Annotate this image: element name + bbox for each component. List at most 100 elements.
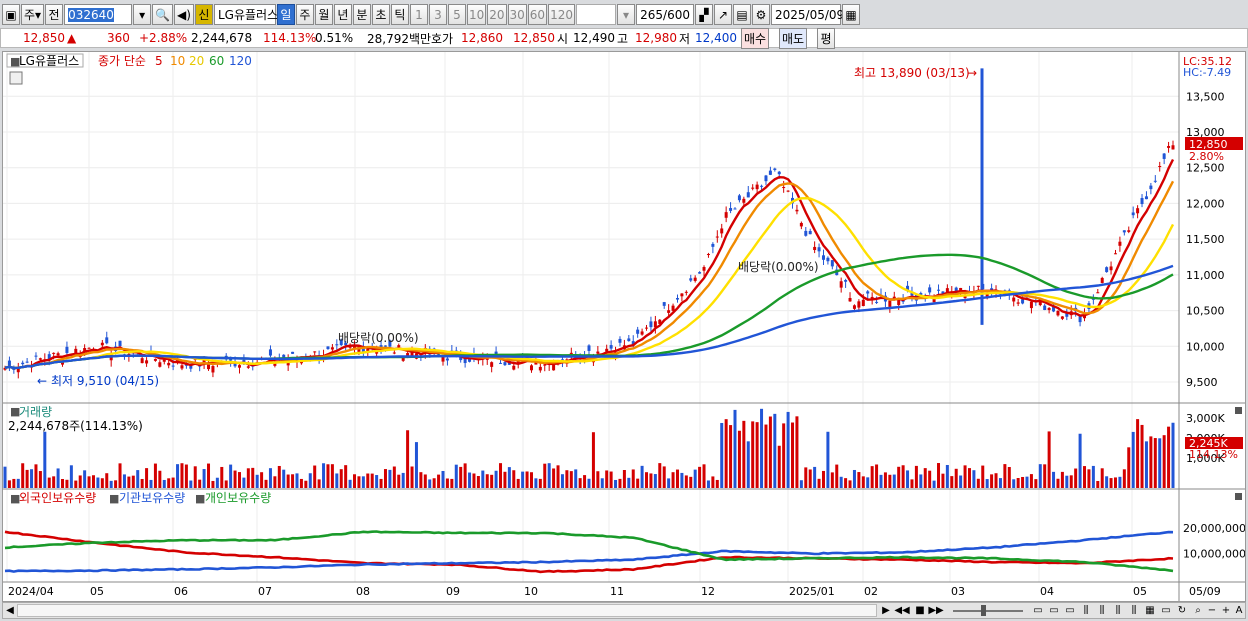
- stop-icon[interactable]: ■: [915, 605, 925, 616]
- volume-bar: [976, 478, 980, 488]
- prev-button[interactable]: 전: [45, 4, 64, 25]
- close-icon[interactable]: [1235, 407, 1242, 414]
- date-field[interactable]: 2025/05/09: [770, 4, 844, 25]
- chart-svg[interactable]: 9,500 10,000 10,500 11,000 11,500 12,000 12,50…: [3, 52, 1246, 601]
- close-icon[interactable]: [1235, 493, 1242, 500]
- avg-button[interactable]: 평: [817, 28, 835, 49]
- table-icon[interactable]: [9, 71, 23, 85]
- zoom-icon[interactable]: ⌕: [1195, 605, 1201, 616]
- interval-select[interactable]: [575, 4, 616, 25]
- volume-bar: [923, 468, 927, 488]
- tab-second[interactable]: 초: [371, 4, 390, 25]
- volume-bar: [512, 470, 516, 488]
- save-icon[interactable]: ▤: [732, 4, 751, 25]
- volume-bar: [556, 465, 560, 488]
- volume-bar: [813, 466, 817, 488]
- count-field[interactable]: 265/600: [635, 4, 694, 25]
- num-10[interactable]: 10: [466, 4, 487, 25]
- num-1[interactable]: 1: [409, 4, 428, 25]
- volume-bar: [370, 473, 374, 488]
- layout-icon[interactable]: ▭: [1049, 605, 1059, 616]
- split-icon[interactable]: ⫼: [1083, 605, 1089, 616]
- tool-icon[interactable]: ▞: [694, 4, 713, 25]
- volume-bar: [83, 470, 87, 488]
- volume-bar: [414, 442, 418, 488]
- candle: [87, 347, 91, 349]
- code-input[interactable]: 032640: [64, 4, 133, 25]
- scroll-left-icon[interactable]: ◀: [6, 605, 14, 616]
- candle: [706, 254, 710, 256]
- volume-bar: [618, 478, 622, 488]
- volume-bar: [100, 478, 104, 488]
- tab-tick[interactable]: 틱: [390, 4, 409, 25]
- scroll-right-icon[interactable]: ▶: [882, 605, 890, 616]
- market-select[interactable]: 주 ▾: [21, 4, 45, 25]
- tab-minute[interactable]: 분: [352, 4, 371, 25]
- stock-name-field[interactable]: LG유플러스: [213, 4, 278, 25]
- volume-bar: [1153, 438, 1157, 488]
- plus-icon[interactable]: +: [1221, 605, 1231, 616]
- font-icon[interactable]: A: [1235, 605, 1243, 616]
- buy-button[interactable]: 매수: [741, 28, 770, 49]
- volume-bar: [224, 480, 228, 488]
- x-tick-label: 09: [446, 585, 460, 598]
- grid-icon[interactable]: ▦: [1145, 605, 1155, 616]
- y-tick-label: 11,000: [1186, 269, 1225, 282]
- ask-label: 호가: [431, 31, 454, 46]
- zoom-slider[interactable]: [953, 610, 1023, 612]
- window-icon[interactable]: ▭: [1161, 605, 1171, 616]
- dropdown-icon[interactable]: ▾: [133, 4, 152, 25]
- num-60[interactable]: 60: [527, 4, 548, 25]
- ma20-line: [4, 196, 1175, 370]
- tab-year[interactable]: 년: [333, 4, 352, 25]
- search-icon[interactable]: 🔍: [152, 4, 174, 25]
- volume-bar: [538, 478, 542, 488]
- volume-bar: [1074, 468, 1078, 488]
- split-icon[interactable]: ⫼: [1099, 605, 1105, 616]
- gear-icon[interactable]: ⚙: [751, 4, 770, 25]
- candle: [171, 365, 175, 367]
- volume-bar: [645, 472, 649, 488]
- candle: [118, 340, 122, 347]
- draw-icon[interactable]: ↗: [713, 4, 732, 25]
- x-tick-label: 02: [864, 585, 878, 598]
- num-120[interactable]: 120: [548, 4, 575, 25]
- volume-bar: [1029, 474, 1033, 488]
- interval-dropdown-icon[interactable]: ▾: [616, 4, 635, 25]
- num-5[interactable]: 5: [447, 4, 466, 25]
- calendar-icon[interactable]: ▦: [841, 4, 860, 25]
- tab-month[interactable]: 월: [314, 4, 333, 25]
- num-3[interactable]: 3: [428, 4, 447, 25]
- window-icon[interactable]: ▣: [2, 4, 20, 25]
- volume-bar: [56, 468, 60, 488]
- split-icon[interactable]: ⫼: [1115, 605, 1121, 616]
- y-tick-label: 10,000: [1186, 340, 1225, 353]
- tab-day[interactable]: 일: [276, 4, 295, 25]
- num-30[interactable]: 30: [507, 4, 527, 25]
- refresh-icon[interactable]: ↻: [1177, 605, 1187, 616]
- volume-bar: [755, 422, 759, 488]
- zoom-handle[interactable]: [981, 605, 986, 616]
- volume-bar: [1118, 476, 1122, 488]
- volume-bar: [207, 463, 211, 488]
- split-icon[interactable]: ⫼: [1131, 605, 1137, 616]
- sell-button[interactable]: 매도: [779, 28, 808, 49]
- candle: [1118, 241, 1122, 246]
- new-badge[interactable]: 신: [194, 4, 213, 25]
- candle: [729, 208, 733, 211]
- volume-bar: [268, 468, 272, 488]
- speaker-icon[interactable]: ◀): [174, 4, 194, 25]
- rewind-icon[interactable]: ◀◀: [894, 605, 910, 616]
- layout-icon[interactable]: ▭: [1033, 605, 1043, 616]
- volume-bar: [883, 472, 887, 488]
- tab-week[interactable]: 주: [295, 4, 314, 25]
- forward-icon[interactable]: ▶▶: [928, 605, 944, 616]
- minus-icon[interactable]: −: [1207, 605, 1217, 616]
- num-20[interactable]: 20: [487, 4, 507, 25]
- volume-bar: [1060, 471, 1064, 488]
- scrollbar[interactable]: ◀ ▶ ◀◀ ■ ▶▶ ▭ ▭ ▭ ⫼ ⫼ ⫼ ⫼ ▦ ▭ ↻ ⌕ − + A: [2, 602, 1246, 619]
- scroll-track[interactable]: [17, 604, 877, 617]
- layout-icon[interactable]: ▭: [1065, 605, 1075, 616]
- candle: [742, 198, 746, 203]
- candle: [74, 348, 78, 354]
